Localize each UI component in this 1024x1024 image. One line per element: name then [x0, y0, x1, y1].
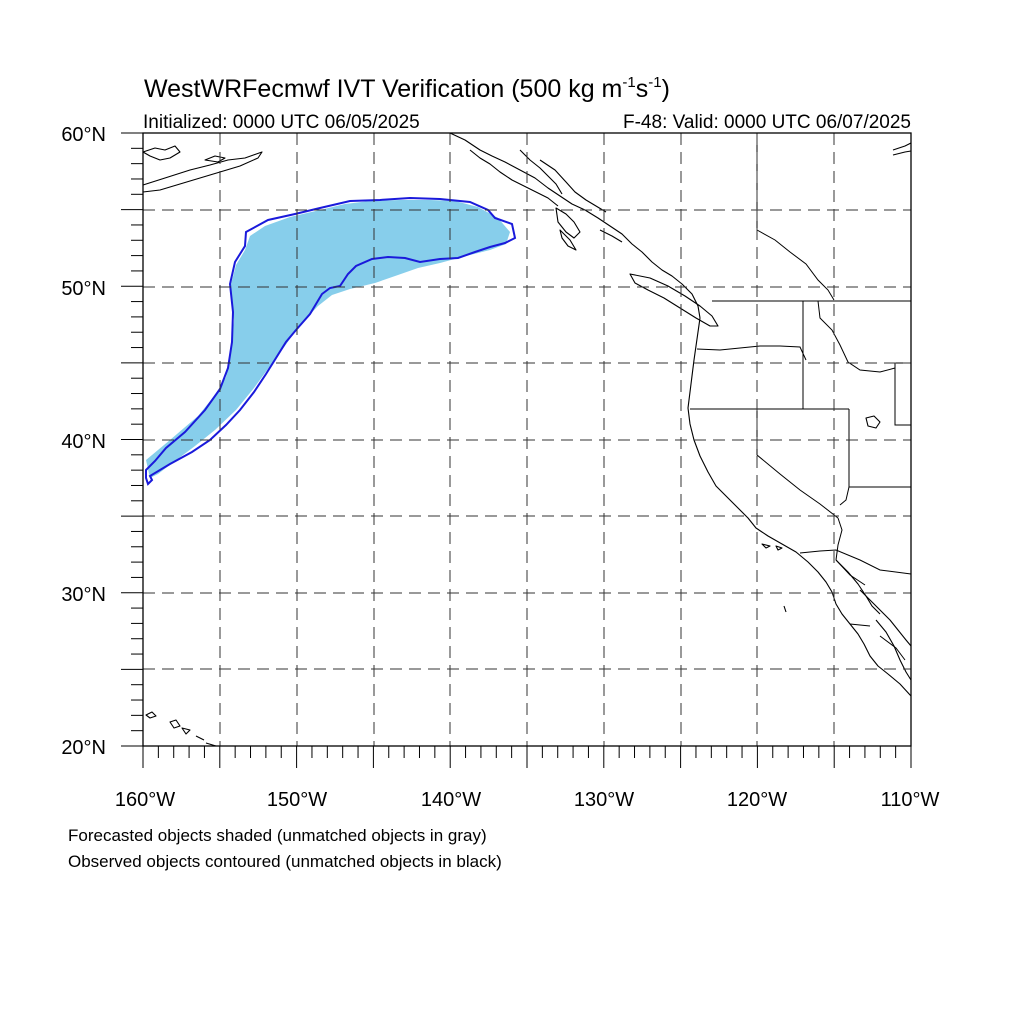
observed-legend-note: Observed objects contoured (unmatched ob… [68, 852, 502, 871]
graticule [143, 133, 911, 746]
forecast-object-shade [146, 200, 510, 478]
observed-object-contour [145, 196, 517, 486]
coastlines [142, 132, 912, 747]
lon-label-140w: 140°W [421, 789, 481, 811]
lon-label-160w: 160°W [115, 789, 175, 811]
figure-title: WestWRFecmwf IVT Verification (500 kg m-… [144, 74, 670, 103]
lon-label-150w: 150°W [267, 789, 327, 811]
forecast-legend-note: Forecasted objects shaded (unmatched obj… [68, 826, 487, 845]
latitude-labels: 60°N 50°N 40°N 30°N 20°N [61, 124, 106, 759]
lon-label-110w: 110°W [881, 789, 940, 811]
lat-label-30n: 30°N [61, 584, 106, 606]
axis-ticks [121, 132, 912, 768]
initialized-label: Initialized: 0000 UTC 06/05/2025 [143, 112, 420, 133]
lat-label-60n: 60°N [61, 124, 106, 146]
lon-label-130w: 130°W [574, 789, 634, 811]
lat-label-40n: 40°N [61, 431, 106, 453]
lon-label-120w: 120°W [727, 789, 787, 811]
longitude-labels: 160°W 150°W 140°W 130°W 120°W 110°W [115, 789, 940, 811]
lat-label-50n: 50°N [61, 278, 106, 300]
valid-time-label: F-48: Valid: 0000 UTC 06/07/2025 [623, 112, 911, 133]
lat-label-20n: 20°N [61, 737, 106, 759]
